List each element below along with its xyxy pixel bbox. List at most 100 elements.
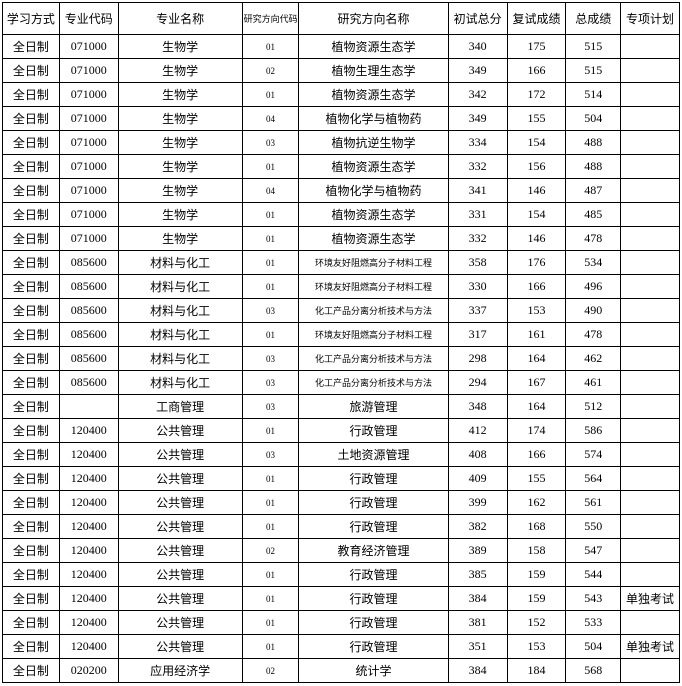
table-cell [59,395,118,419]
table-cell: 412 [448,419,507,443]
table-cell: 全日制 [3,563,60,587]
table-cell: 01 [242,563,299,587]
col-major-name: 专业名称 [118,3,242,35]
table-row: 全日制120400公共管理01行政管理351153504单独考试 [3,635,680,659]
table-cell: 公共管理 [118,515,242,539]
table-cell [621,347,680,371]
table-cell: 01 [242,611,299,635]
table-cell: 生物学 [118,227,242,251]
table-cell: 154 [507,131,566,155]
table-cell: 174 [507,419,566,443]
table-cell: 行政管理 [299,419,448,443]
table-cell: 公共管理 [118,419,242,443]
table-cell: 01 [242,587,299,611]
table-cell: 385 [448,563,507,587]
table-cell: 085600 [59,323,118,347]
table-cell: 071000 [59,131,118,155]
table-cell: 全日制 [3,275,60,299]
table-cell: 全日制 [3,443,60,467]
table-cell [621,563,680,587]
table-cell: 03 [242,131,299,155]
table-cell: 120400 [59,611,118,635]
table-row: 全日制085600材料与化工01环境友好阻燃高分子材料工程358176534 [3,251,680,275]
table-cell: 071000 [59,59,118,83]
table-cell: 164 [507,395,566,419]
table-cell: 材料与化工 [118,251,242,275]
table-cell: 408 [448,443,507,467]
table-cell: 120400 [59,587,118,611]
table-cell: 550 [566,515,621,539]
table-cell: 材料与化工 [118,347,242,371]
table-cell: 全日制 [3,539,60,563]
table-cell: 全日制 [3,467,60,491]
table-cell [621,419,680,443]
table-cell: 生物学 [118,155,242,179]
table-cell: 生物学 [118,59,242,83]
table-cell: 全日制 [3,299,60,323]
table-cell: 行政管理 [299,467,448,491]
table-row: 全日制071000生物学01植物资源生态学331154485 [3,203,680,227]
table-cell: 01 [242,515,299,539]
table-cell: 植物资源生态学 [299,35,448,59]
table-cell: 全日制 [3,83,60,107]
table-cell: 植物化学与植物药 [299,179,448,203]
table-cell: 全日制 [3,323,60,347]
table-cell: 01 [242,635,299,659]
table-cell: 389 [448,539,507,563]
table-cell: 全日制 [3,59,60,83]
table-row: 全日制120400公共管理01行政管理409155564 [3,467,680,491]
table-cell: 166 [507,443,566,467]
col-retest-score: 复试成绩 [507,3,566,35]
table-cell: 331 [448,203,507,227]
table-row: 全日制120400公共管理01行政管理412174586 [3,419,680,443]
table-cell: 03 [242,347,299,371]
table-cell: 03 [242,299,299,323]
table-cell [621,179,680,203]
table-cell: 146 [507,227,566,251]
table-cell: 120400 [59,491,118,515]
table-cell: 环境友好阻燃高分子材料工程 [299,251,448,275]
table-cell: 544 [566,563,621,587]
table-cell: 行政管理 [299,491,448,515]
table-cell [621,467,680,491]
table-cell: 全日制 [3,131,60,155]
table-cell: 化工产品分离分析技术与方法 [299,371,448,395]
table-cell: 生物学 [118,83,242,107]
table-cell: 生物学 [118,203,242,227]
table-cell: 330 [448,275,507,299]
table-cell: 349 [448,59,507,83]
table-cell: 334 [448,131,507,155]
table-cell: 358 [448,251,507,275]
table-cell: 512 [566,395,621,419]
table-row: 全日制120400公共管理01行政管理385159544 [3,563,680,587]
table-cell: 化工产品分离分析技术与方法 [299,299,448,323]
table-row: 全日制120400公共管理03土地资源管理408166574 [3,443,680,467]
table-cell: 485 [566,203,621,227]
table-row: 全日制120400公共管理02教育经济管理389158547 [3,539,680,563]
table-cell: 材料与化工 [118,323,242,347]
table-cell [621,443,680,467]
col-special-plan: 专项计划 [621,3,680,35]
table-cell: 534 [566,251,621,275]
table-cell: 01 [242,227,299,251]
table-cell: 547 [566,539,621,563]
table-cell: 材料与化工 [118,299,242,323]
table-cell: 294 [448,371,507,395]
table-cell: 120400 [59,635,118,659]
table-row: 全日制120400公共管理01行政管理382168550 [3,515,680,539]
table-cell: 175 [507,35,566,59]
table-cell: 全日制 [3,227,60,251]
table-cell: 植物资源生态学 [299,83,448,107]
table-cell: 01 [242,251,299,275]
table-cell: 01 [242,491,299,515]
table-cell: 533 [566,611,621,635]
table-cell: 384 [448,587,507,611]
table-cell: 全日制 [3,251,60,275]
table-cell: 184 [507,659,566,683]
table-cell: 材料与化工 [118,275,242,299]
table-cell [621,131,680,155]
table-cell: 409 [448,467,507,491]
table-cell [621,515,680,539]
table-cell [621,59,680,83]
table-cell [621,107,680,131]
